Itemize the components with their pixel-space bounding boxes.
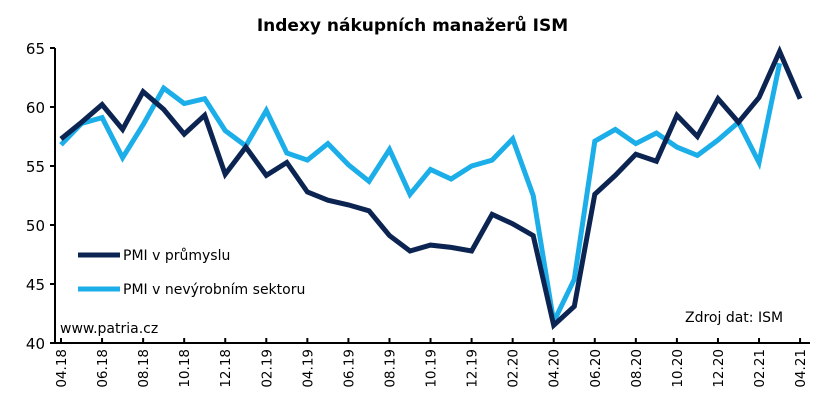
x-tick-label: 02.21 bbox=[752, 349, 768, 388]
y-tick-label: 60 bbox=[26, 99, 45, 117]
x-tick-label: 10.20 bbox=[670, 349, 686, 388]
series-layer bbox=[59, 45, 803, 331]
series-line-industry bbox=[59, 45, 803, 331]
source-note: Zdroj dat: ISM bbox=[685, 310, 783, 326]
x-tick-label: 02.20 bbox=[506, 349, 522, 388]
legend-label-services: PMI v nevýrobním sektoru bbox=[123, 282, 305, 298]
x-tick-label: 08.19 bbox=[382, 349, 398, 388]
legend: PMI v průmyslu PMI v nevýrobním sektoru bbox=[78, 248, 305, 298]
x-tick-label: 10.19 bbox=[424, 349, 440, 388]
x-tick-label: 04.21 bbox=[793, 349, 809, 388]
x-tick-label: 04.20 bbox=[547, 349, 563, 388]
website-note: www.patria.cz bbox=[60, 321, 158, 337]
x-tick-label: 12.18 bbox=[218, 349, 234, 388]
y-tick-label: 40 bbox=[26, 335, 45, 353]
legend-label-industry: PMI v průmyslu bbox=[123, 248, 230, 264]
x-tick-label: 12.19 bbox=[465, 349, 481, 388]
x-tick-label: 04.18 bbox=[54, 349, 70, 388]
y-tick-label: 50 bbox=[26, 217, 45, 235]
y-tick-label: 65 bbox=[26, 40, 45, 58]
series-line-services bbox=[59, 62, 783, 331]
x-tick-label: 06.20 bbox=[588, 349, 604, 388]
x-tick-label: 06.18 bbox=[95, 349, 111, 388]
x-axis: 04.18 06.18 08.18 10.18 12.18 02.19 04.19 06.19… bbox=[54, 338, 810, 388]
x-tick-label: 04.19 bbox=[300, 349, 316, 388]
x-tick-label: 08.20 bbox=[629, 349, 645, 388]
x-tick-label: 06.19 bbox=[341, 349, 357, 388]
y-tick-label: 55 bbox=[26, 158, 45, 176]
x-tick-label: 12.20 bbox=[711, 349, 727, 388]
x-tick-label: 10.18 bbox=[177, 349, 193, 388]
chart-title: Indexy nákupních manažerů ISM bbox=[256, 16, 569, 36]
y-tick-label: 45 bbox=[26, 276, 45, 294]
x-tick-label: 02.19 bbox=[259, 349, 275, 388]
x-tick-label: 08.18 bbox=[136, 349, 152, 388]
y-axis: 40 45 50 55 60 65 bbox=[26, 40, 56, 353]
